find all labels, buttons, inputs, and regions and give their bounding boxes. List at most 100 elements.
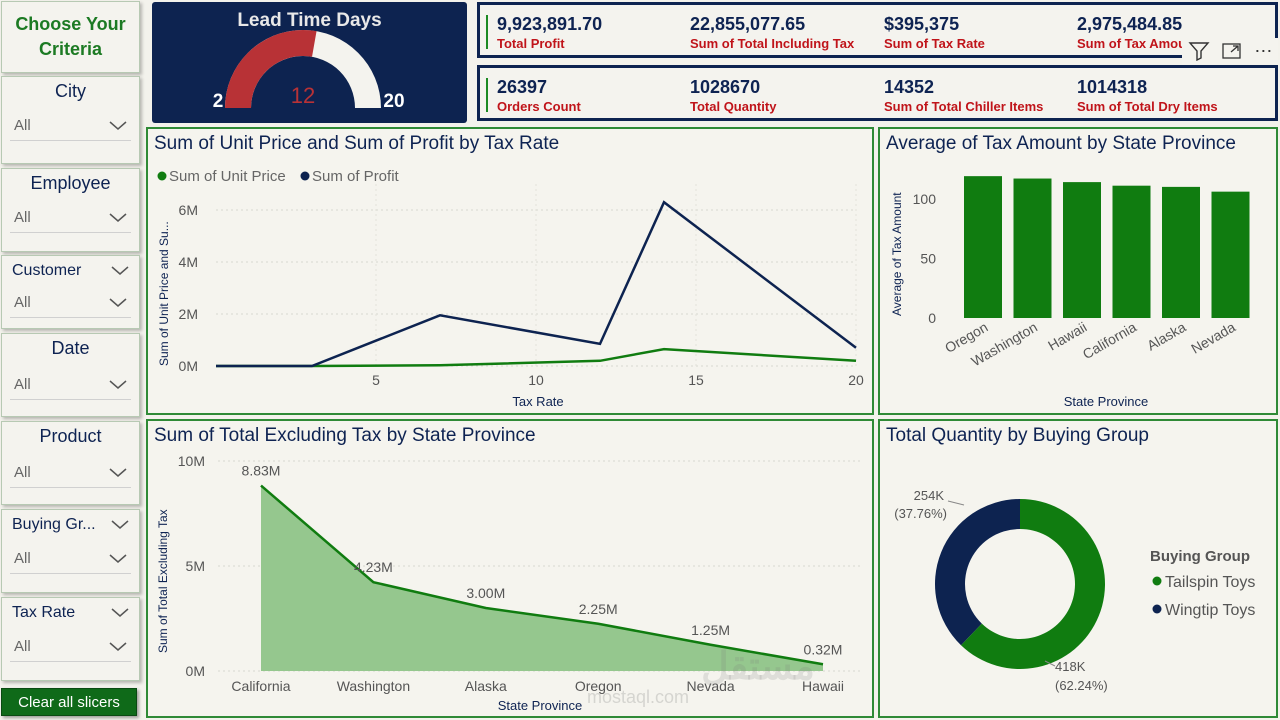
city-dropdown[interactable]: All [10, 111, 131, 141]
gauge-chart: 2 20 12 [213, 30, 405, 112]
kpi-total-including-tax: 22,855,077.65 Sum of Total Including Tax [690, 14, 854, 51]
data-label: 8.83M [242, 463, 281, 479]
x-tick-label: 20 [848, 372, 864, 388]
x-tick-label: Nevada [686, 678, 734, 694]
y-tick-label: 5M [186, 558, 205, 574]
kpi-label: Orders Count [497, 99, 581, 114]
slicer-title: Customer [12, 262, 82, 279]
donut-slice-wingtip [935, 499, 1020, 646]
donut-label-wingtip-pct: (37.76%) [894, 506, 947, 521]
bar-nevada [1211, 191, 1250, 318]
legend-marker-wingtip [1152, 604, 1162, 614]
chevron-down-icon [109, 212, 127, 222]
chevron-down-icon [109, 641, 127, 651]
legend-title: Buying Group [1150, 548, 1250, 565]
kpi-value: 26397 [497, 77, 548, 97]
more-options-icon[interactable]: ⋯ [1254, 40, 1273, 61]
bar-chart-panel[interactable]: Average of Tax Amount by State Province … [878, 127, 1278, 415]
customer-dropdown[interactable]: All [10, 288, 131, 318]
data-label: 2.25M [579, 601, 618, 617]
slicer-header: Buying Gr... [2, 516, 139, 534]
legend-profit: Sum of Profit [312, 168, 400, 185]
dropdown-value: All [14, 638, 31, 655]
chevron-down-icon[interactable] [111, 608, 129, 618]
slicer-city[interactable]: City All [1, 76, 140, 164]
y-axis-label: Sum of Unit Price and Su... [157, 221, 171, 366]
x-tick-label: Hawaii [802, 678, 844, 694]
y-tick-label: 0 [928, 310, 936, 326]
kpi-accent-bar [486, 15, 488, 49]
x-tick-label: 10 [528, 372, 544, 388]
data-label: 3.00M [466, 585, 505, 601]
dropdown-value: All [14, 294, 31, 311]
x-tick-label: Nevada [1188, 319, 1238, 357]
watermark-latin: mostaql.com [587, 687, 689, 707]
lead-time-gauge-card[interactable]: Lead Time Days 2 20 12 [152, 2, 467, 123]
leader-line-wingtip [947, 500, 965, 506]
slicer-title: Tax Rate [12, 604, 76, 621]
chevron-down-icon[interactable] [111, 520, 129, 530]
focus-mode-icon[interactable] [1221, 41, 1243, 61]
dropdown-value: All [14, 376, 31, 393]
y-tick-label: 6M [179, 202, 198, 218]
kpi-total-quantity: 1028670 Total Quantity [690, 77, 776, 114]
chevron-down-icon [109, 553, 127, 563]
x-tick-label: 15 [688, 372, 704, 388]
data-label: 0.32M [804, 641, 843, 657]
gauge-value-label: 12 [291, 83, 315, 108]
y-tick-label: 0M [179, 358, 198, 374]
donut-label-wingtip-value: 254K [914, 488, 945, 503]
data-label: 4.23M [354, 559, 393, 575]
filter-icon[interactable] [1188, 41, 1210, 61]
visual-header-toolbar: ⋯ [1182, 38, 1278, 64]
area-line [260, 484, 824, 666]
chevron-down-icon [109, 467, 127, 477]
slicer-tax-rate[interactable]: Tax Rate All [1, 597, 140, 681]
kpi-card-row-2[interactable]: 26397 Orders Count 1028670 Total Quantit… [477, 65, 1278, 121]
x-axis-label: State Province [1064, 394, 1149, 409]
slicer-buying-group[interactable]: Buying Gr... All [1, 509, 140, 593]
area-fill [261, 485, 823, 671]
gauge-title: Lead Time Days [237, 10, 382, 31]
chevron-down-icon [109, 120, 127, 130]
dropdown-value: All [14, 550, 31, 567]
legend-tailspin: Tailspin Toys [1165, 574, 1255, 591]
kpi-card-row-1[interactable]: 9,923,891.70 Total Profit 22,855,077.65 … [477, 2, 1278, 58]
line-chart-panel[interactable]: Sum of Unit Price and Sum of Profit by T… [146, 127, 874, 415]
kpi-orders-count: 26397 Orders Count [497, 77, 581, 114]
bar-alaska [1162, 186, 1200, 318]
bar-oregon [964, 176, 1002, 318]
x-tick-label: California [1080, 319, 1139, 363]
y-tick-label: 50 [920, 250, 936, 266]
slicer-title: Date [51, 338, 90, 358]
slicer-product[interactable]: Product All [1, 421, 140, 505]
y-tick-label: 0M [186, 663, 205, 679]
buying-group-dropdown[interactable]: All [10, 544, 131, 574]
y-tick-label: 2M [179, 306, 198, 322]
chart-title: Sum of Total Excluding Tax by State Prov… [154, 425, 536, 446]
area-chart-panel[interactable]: Sum of Total Excluding Tax by State Prov… [146, 419, 874, 718]
x-axis-label: Tax Rate [512, 394, 563, 409]
gauge-max-label: 20 [383, 91, 404, 112]
slicer-header: Customer [2, 262, 139, 280]
kpi-value: 1028670 [690, 77, 761, 97]
chart-title: Sum of Unit Price and Sum of Profit by T… [154, 133, 560, 154]
slicer-employee[interactable]: Employee All [1, 168, 140, 252]
x-tick-label: 5 [372, 372, 380, 388]
tax-rate-dropdown[interactable]: All [10, 632, 131, 662]
kpi-label: Total Quantity [690, 99, 777, 114]
donut-slice-tailspin [961, 499, 1105, 669]
watermark-arabic: مستقل [701, 646, 815, 688]
product-dropdown[interactable]: All [10, 458, 131, 488]
chevron-down-icon[interactable] [111, 266, 129, 276]
donut-chart-panel[interactable]: Total Quantity by Buying Group 254K (37.… [878, 419, 1278, 718]
chevron-down-icon [109, 297, 127, 307]
clear-all-slicers-button[interactable]: Clear all slicers [1, 688, 137, 716]
x-axis-label: State Province [498, 698, 583, 713]
kpi-label: Sum of Total Chiller Items [884, 99, 1044, 114]
slicer-date[interactable]: Date All [1, 333, 140, 417]
slicer-customer[interactable]: Customer All [1, 255, 140, 329]
kpi-tax-rate: $395,375 Sum of Tax Rate [884, 14, 985, 51]
date-dropdown[interactable]: All [10, 370, 131, 400]
employee-dropdown[interactable]: All [10, 203, 131, 233]
